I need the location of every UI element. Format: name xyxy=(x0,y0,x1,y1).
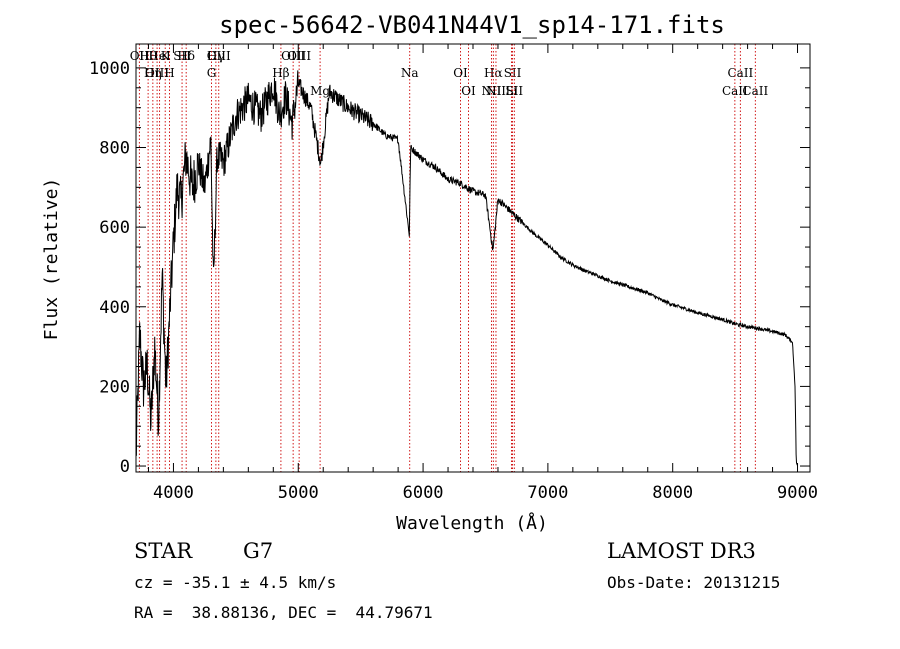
spectral-line-label: H xyxy=(164,66,174,80)
survey-name: LAMOST DR3 xyxy=(607,539,756,563)
spectral-line-label: CaII xyxy=(722,84,748,98)
spectral-line-label: Hγ xyxy=(207,49,225,63)
x-axis-label: Wavelength (Å) xyxy=(396,512,548,534)
spectral-line-label: OIII xyxy=(145,66,169,80)
y-tick-label: 800 xyxy=(99,139,130,159)
y-tick-label: 1000 xyxy=(89,59,130,79)
x-tick-label: 6000 xyxy=(403,483,444,503)
spectral-line-label: NII xyxy=(481,84,501,98)
redshift-cz: cz = -35.1 ± 4.5 km/s xyxy=(134,573,337,592)
coordinates: RA = 38.88136, DEC = 44.79671 xyxy=(134,603,433,622)
spectral-line-label: OII xyxy=(130,49,150,63)
x-tick-label: 8000 xyxy=(652,483,693,503)
y-tick-label: 400 xyxy=(99,298,130,318)
spectrum-line xyxy=(135,70,798,466)
x-tick-label: 4000 xyxy=(153,483,194,503)
spectral-line-label: OIII xyxy=(207,49,231,63)
spectral-line-label: CaII xyxy=(742,84,768,98)
object-class: STAR xyxy=(134,539,193,563)
spectral-line-label: Hη xyxy=(144,66,162,80)
spectral-line-label: CaII xyxy=(727,66,753,80)
x-tick-label: 9000 xyxy=(777,483,818,503)
spectral-line-label: Li xyxy=(506,84,518,98)
spectral-line-label: Mg xyxy=(310,84,330,98)
y-tick-label: 600 xyxy=(99,218,130,238)
spectral-line-label: Hβ xyxy=(272,66,289,80)
spectral-line-label: SII xyxy=(505,84,523,98)
spectral-line-label: K xyxy=(161,49,171,63)
spectral-line-label: OI xyxy=(453,66,468,80)
spectral-line-label: G xyxy=(207,66,217,80)
spectral-line-label: NII xyxy=(486,84,506,98)
x-tick-label: 7000 xyxy=(527,483,568,503)
spectral-line-label: SII xyxy=(504,66,522,80)
spectral-line-label: SII xyxy=(173,49,191,63)
spectral-line-label: OI xyxy=(461,84,476,98)
object-subclass: G7 xyxy=(243,539,274,563)
spectral-line-label: HeI xyxy=(148,49,171,63)
spectral-line-label: Na xyxy=(401,66,419,80)
y-axis-label: Flux (relative) xyxy=(41,178,62,341)
spectral-line-label: Hα xyxy=(484,66,503,80)
y-tick-label: 0 xyxy=(120,457,130,477)
observation-date: Obs-Date: 20131215 xyxy=(607,573,781,592)
spectral-line-label: OIII xyxy=(287,49,311,63)
y-tick-label: 200 xyxy=(99,377,130,397)
chart-title: spec-56642-VB041N44V1_sp14-171.fits xyxy=(219,11,725,39)
x-tick-label: 5000 xyxy=(278,483,319,503)
